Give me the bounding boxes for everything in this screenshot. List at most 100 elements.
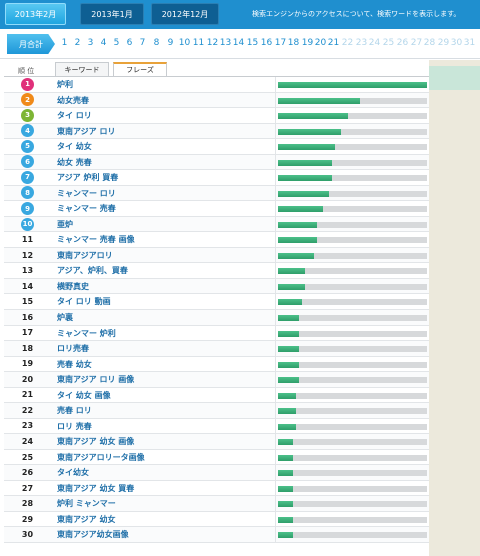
keyword-link[interactable]: 東南アジア ロリ bbox=[57, 126, 116, 136]
keyword-link[interactable]: 東南アジア 幼女 bbox=[57, 514, 116, 524]
keyword-link[interactable]: 炉利 ミャンマー bbox=[57, 499, 116, 509]
keyword-link[interactable]: ミャンマー ロリ bbox=[57, 188, 116, 198]
table-row: 15 タイ ロリ 動画 bbox=[4, 294, 429, 310]
tab-keyword[interactable]: キーワード bbox=[55, 62, 109, 76]
share-bar-fill bbox=[278, 159, 332, 166]
rank-medal-icon: 8 bbox=[21, 186, 34, 200]
day-12[interactable]: 12 bbox=[206, 38, 219, 48]
day-19[interactable]: 19 bbox=[301, 38, 314, 48]
share-bar bbox=[278, 377, 427, 384]
keyword-link[interactable]: 東南アジア幼女画像 bbox=[57, 530, 129, 540]
day-7[interactable]: 7 bbox=[139, 38, 146, 48]
keyword-link[interactable]: 横野真史 bbox=[57, 281, 89, 291]
rank-number: 25 bbox=[21, 452, 34, 462]
table-row: 19 売春 幼女 bbox=[4, 356, 429, 373]
rank-number: 24 bbox=[21, 436, 34, 446]
keyword-link[interactable]: タイ幼女 bbox=[57, 468, 89, 478]
month-tab-2013-02[interactable]: 2013年2月 bbox=[5, 3, 66, 25]
day-10[interactable]: 10 bbox=[178, 38, 191, 48]
share-bar bbox=[278, 454, 427, 461]
column-separator bbox=[275, 325, 276, 341]
month-tab-2013-01[interactable]: 2013年1月 bbox=[80, 3, 144, 25]
keyword-link[interactable]: タイ ロリ bbox=[57, 111, 92, 121]
day-23: 23 bbox=[355, 38, 368, 48]
column-separator bbox=[275, 403, 276, 418]
share-bar-fill bbox=[278, 501, 293, 508]
keyword-link[interactable]: 売春 ロリ bbox=[57, 406, 92, 416]
day-18[interactable]: 18 bbox=[287, 38, 300, 48]
share-bar-fill bbox=[278, 144, 335, 151]
table-row: 16 炉裏 bbox=[4, 309, 429, 326]
day-1[interactable]: 1 bbox=[61, 38, 68, 48]
share-bar bbox=[278, 299, 427, 306]
share-bar-fill bbox=[278, 206, 323, 213]
keyword-link[interactable]: 幼女 売春 bbox=[57, 157, 92, 167]
day-8[interactable]: 8 bbox=[153, 38, 160, 48]
day-11[interactable]: 11 bbox=[192, 38, 205, 48]
share-bar bbox=[278, 175, 427, 182]
keyword-link[interactable]: タイ 幼女 bbox=[57, 142, 92, 152]
share-bar bbox=[278, 501, 427, 508]
keyword-link[interactable]: ロリ売春 bbox=[57, 344, 89, 354]
day-5[interactable]: 5 bbox=[113, 38, 120, 48]
keyword-link[interactable]: アジア、炉利、買春 bbox=[57, 266, 128, 276]
day-16[interactable]: 16 bbox=[260, 38, 273, 48]
keyword-link[interactable]: ミャンマー 売春 画像 bbox=[57, 235, 135, 245]
rank-cell: 4 bbox=[4, 124, 51, 139]
share-bar-fill bbox=[278, 128, 341, 135]
rank-cell: 13 bbox=[4, 263, 51, 278]
keyword-link[interactable]: 亜炉 bbox=[57, 219, 73, 229]
day-3[interactable]: 3 bbox=[87, 38, 94, 48]
rank-cell: 1 bbox=[4, 77, 51, 92]
keyword-link[interactable]: アジア 炉利 買春 bbox=[57, 173, 119, 183]
month-tab-2012-12[interactable]: 2012年12月 bbox=[151, 3, 219, 25]
keyword-link[interactable]: 東南アジア 幼女 画像 bbox=[57, 437, 135, 447]
share-bar bbox=[278, 361, 427, 368]
day-13[interactable]: 13 bbox=[219, 38, 232, 48]
column-separator bbox=[275, 247, 276, 263]
column-separator bbox=[275, 185, 276, 201]
day-14[interactable]: 14 bbox=[232, 38, 245, 48]
keyword-link[interactable]: タイ 幼女 画像 bbox=[57, 390, 111, 400]
keyword-link[interactable]: 売春 幼女 bbox=[57, 359, 92, 369]
keyword-link[interactable]: ミャンマー 炉利 bbox=[57, 328, 116, 338]
keyword-link[interactable]: 炉裏 bbox=[57, 312, 73, 322]
rank-cell: 15 bbox=[4, 294, 51, 309]
day-24: 24 bbox=[368, 38, 381, 48]
share-bar bbox=[278, 159, 427, 166]
keyword-link[interactable]: 東南アジアロリ bbox=[57, 250, 113, 260]
month-total-button[interactable]: 月合計 bbox=[7, 34, 55, 54]
share-bar bbox=[278, 423, 427, 430]
rank-number: 28 bbox=[21, 499, 34, 509]
tab-phrase[interactable]: フレーズ bbox=[113, 62, 167, 76]
day-15[interactable]: 15 bbox=[246, 38, 259, 48]
share-bar bbox=[278, 314, 427, 321]
keyword-link[interactable]: 炉利 bbox=[57, 80, 73, 89]
keyword-link[interactable]: ロリ 売春 bbox=[57, 421, 92, 431]
day-20[interactable]: 20 bbox=[314, 38, 327, 48]
keyword-link[interactable]: 東南アジア 幼女 買春 bbox=[57, 483, 135, 493]
table-row: 8 ミャンマー ロリ bbox=[4, 185, 429, 202]
day-17[interactable]: 17 bbox=[274, 38, 287, 48]
day-6[interactable]: 6 bbox=[126, 38, 133, 48]
table-row: 2 幼女売春 bbox=[4, 92, 429, 109]
day-9[interactable]: 9 bbox=[167, 38, 174, 48]
keyword-link[interactable]: ミャンマー 売春 bbox=[57, 204, 116, 214]
share-bar bbox=[278, 485, 427, 492]
day-2[interactable]: 2 bbox=[74, 38, 81, 48]
share-bar bbox=[278, 144, 427, 151]
keyword-link[interactable]: 東南アジア ロリ 画像 bbox=[57, 375, 135, 385]
day-21[interactable]: 21 bbox=[327, 38, 340, 48]
day-31: 31 bbox=[463, 38, 476, 48]
rank-number: 29 bbox=[21, 514, 34, 524]
keyword-link[interactable]: 幼女売春 bbox=[57, 95, 89, 105]
rank-cell: 8 bbox=[4, 186, 51, 201]
keyword-link[interactable]: タイ ロリ 動画 bbox=[57, 297, 111, 307]
keyword-link[interactable]: 東南アジアロリータ画像 bbox=[57, 452, 145, 462]
table-row: 5 タイ 幼女 bbox=[4, 139, 429, 155]
day-4[interactable]: 4 bbox=[100, 38, 107, 48]
table-row: 9 ミャンマー 売春 bbox=[4, 201, 429, 217]
rank-cell: 9 bbox=[4, 201, 51, 216]
rank-number: 17 bbox=[21, 328, 34, 338]
column-separator bbox=[275, 372, 276, 387]
